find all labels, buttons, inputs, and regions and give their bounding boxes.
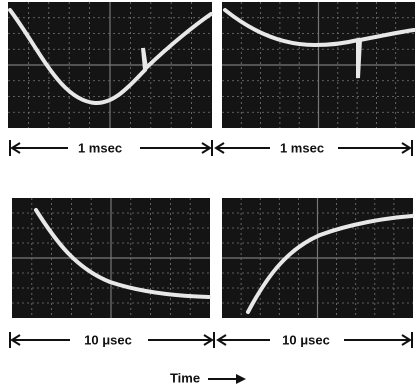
scale-bar: 1 msec	[10, 140, 212, 156]
scale-label: 1 msec	[280, 140, 324, 155]
scale-label: 10 μsec	[282, 332, 330, 347]
scale-label: 1 msec	[78, 140, 122, 155]
arrowhead	[236, 374, 246, 384]
figure: 1 msec 1 msec 10 μsec 10 μsec Time	[0, 0, 420, 392]
scale-bar: 1 msec	[216, 140, 412, 156]
axis-label: Time	[170, 370, 200, 385]
scale-bar: 10 μsec	[218, 332, 412, 348]
scale-label: 10 μsec	[84, 332, 132, 347]
panels	[8, 2, 415, 318]
scale-bar: 10 μsec	[10, 332, 214, 348]
